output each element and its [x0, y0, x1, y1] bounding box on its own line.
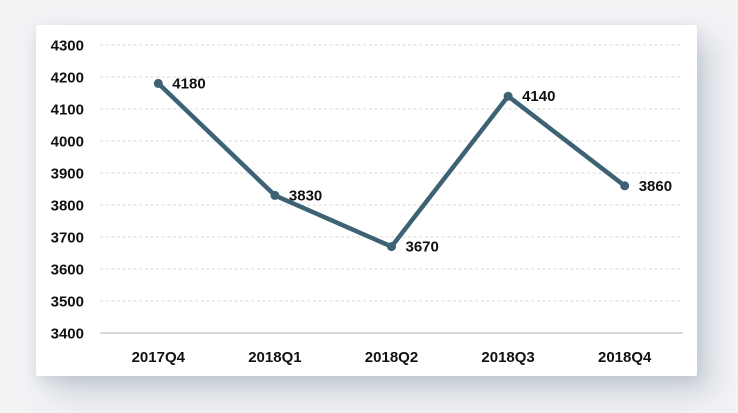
y-axis-tick-label: 3400: [51, 326, 84, 343]
y-axis-tick-label: 3700: [51, 230, 84, 247]
x-axis-tick-label: 2018Q4: [598, 349, 652, 366]
data-line: [156, 81, 627, 249]
data-point-label: 3860: [639, 178, 672, 195]
data-point-marker: [387, 242, 396, 252]
data-point-label: 3830: [289, 187, 322, 204]
y-axis-tick-label: 3500: [51, 294, 84, 311]
y-axis-tick-label: 4300: [51, 38, 84, 55]
y-axis-tick-label: 4000: [51, 134, 84, 151]
chart-card: 4300 4200 4100 4000 3900 3800 3700 3600 3500 3400…: [36, 25, 697, 376]
data-point-marker: [270, 190, 280, 200]
y-axis-tick-label: 3900: [51, 166, 84, 183]
quarterly-line-chart: 4300 4200 4100 4000 3900 3800 3700 3600 3500 3400…: [51, 38, 683, 366]
y-axis-tick-label: 3800: [51, 198, 84, 215]
data-point-label: 4180: [172, 75, 205, 92]
data-point-marker: [153, 78, 163, 88]
data-point-marker: [620, 181, 630, 191]
x-axis-tick-label: 2018Q1: [248, 349, 301, 366]
x-axis-tick-label: 2017Q4: [132, 349, 186, 366]
data-point-label: 4140: [522, 88, 555, 105]
x-axis-tick-label: 2018Q2: [365, 349, 418, 366]
y-axis-tick-label: 4200: [51, 70, 84, 87]
data-point-marker: [503, 91, 513, 101]
data-point-label: 3670: [406, 239, 439, 256]
y-axis-tick-label: 4100: [51, 102, 84, 119]
x-axis-tick-label: 2018Q3: [481, 349, 534, 366]
y-axis-tick-label: 3600: [51, 262, 84, 279]
